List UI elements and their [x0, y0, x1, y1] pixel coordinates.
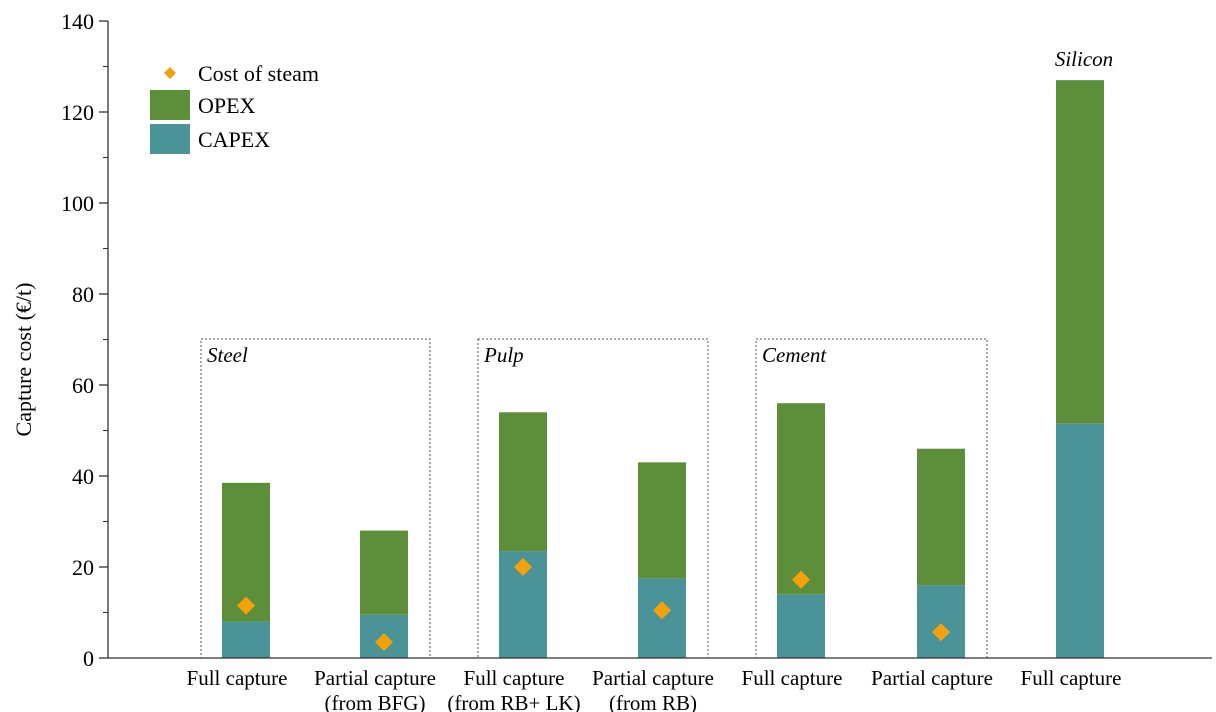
- steam-cost-marker: [792, 570, 810, 589]
- bar-capex: [1056, 423, 1104, 658]
- steam-cost-marker: [237, 596, 255, 615]
- steam-cost-marker: [514, 558, 532, 576]
- category-label: (from RB+ LK): [447, 691, 580, 712]
- bar-capex: [222, 621, 270, 658]
- steam-cost-marker: [653, 601, 671, 620]
- y-tick-label: 80: [72, 282, 94, 307]
- legend-swatch-opex: [150, 90, 190, 120]
- category-labels: Full capture Partial capture(from BFG)Ful…: [187, 666, 1122, 712]
- category-label: Partial capture: [871, 666, 993, 690]
- steam-markers: [237, 558, 950, 652]
- legend: Cost of steam OPEX CAPEX: [150, 61, 319, 154]
- bar-opex: [917, 448, 965, 586]
- group-boxes: Steel Pulp Cement Silicon: [200, 47, 1113, 659]
- legend-label: CAPEX: [198, 127, 270, 152]
- y-tick-label: 40: [72, 464, 94, 489]
- bar-opex: [638, 462, 686, 579]
- category-label: Partial capture: [592, 666, 714, 690]
- y-axis-label: Capture cost (€/t): [11, 283, 36, 437]
- steam-cost-marker: [932, 623, 950, 642]
- category-label: Full capture: [742, 666, 843, 690]
- bar-opex: [1056, 80, 1104, 424]
- legend-label: Cost of steam: [198, 61, 319, 86]
- category-label: (from RB): [609, 691, 697, 712]
- bar-capex: [917, 585, 965, 658]
- category-label: Full capture: [187, 666, 288, 690]
- steam-cost-marker: [375, 633, 393, 652]
- y-tick-label: 0: [83, 646, 94, 671]
- category-label: Full capture: [464, 666, 565, 690]
- y-tick-label: 20: [72, 555, 94, 580]
- legend-swatch-capex: [150, 124, 190, 154]
- group-label: Pulp: [483, 343, 524, 367]
- y-ticks: 0 20 40 60 80 100 120 140: [61, 9, 108, 671]
- legend-label: OPEX: [198, 93, 256, 118]
- bars: [222, 80, 1104, 658]
- group-box: [200, 338, 431, 659]
- bar-opex: [360, 530, 408, 615]
- group-label: Steel: [207, 343, 248, 367]
- bar-capex: [777, 594, 825, 658]
- bar-opex: [777, 403, 825, 595]
- category-label: (from BFG): [325, 691, 426, 712]
- y-tick-label: 120: [61, 100, 94, 125]
- category-label: Partial capture: [314, 666, 436, 690]
- bar-opex: [499, 412, 547, 552]
- y-tick-label: 100: [61, 191, 94, 216]
- legend-marker-steam: [164, 67, 176, 79]
- group-label: Silicon: [1055, 47, 1113, 71]
- y-tick-label: 60: [72, 373, 94, 398]
- y-tick-label: 140: [61, 9, 94, 34]
- category-label: Full capture: [1021, 666, 1122, 690]
- group-label: Cement: [762, 343, 827, 367]
